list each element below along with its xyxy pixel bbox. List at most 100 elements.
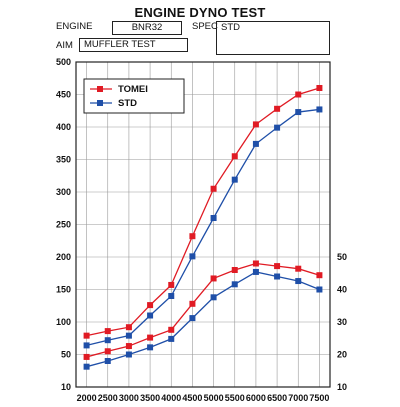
- engine-value-box: BNR32: [112, 21, 182, 35]
- data-point: [231, 281, 238, 288]
- data-point: [125, 324, 132, 331]
- data-point: [189, 315, 196, 322]
- data-point: [295, 109, 302, 116]
- x-tick-label: 3500: [140, 393, 160, 403]
- data-point: [168, 281, 175, 288]
- y-right-tick-label: 50: [337, 252, 347, 262]
- x-tick-label: 6000: [246, 393, 266, 403]
- y-left-tick-label: 10: [61, 382, 71, 392]
- aim-label: AIM: [56, 40, 73, 51]
- plot-frame: [75, 61, 331, 388]
- data-point: [210, 215, 217, 221]
- y-left-tick-label: 500: [56, 57, 71, 67]
- data-point: [274, 263, 281, 270]
- x-axis-ticks: 2000 2500 3000 3500 4000 4500 5000 5500 6000 6500…: [77, 393, 330, 403]
- data-point: [295, 265, 302, 272]
- data-point: [147, 302, 154, 309]
- series-line: [86, 108, 320, 347]
- y-left-tick-label: 350: [56, 155, 71, 165]
- right-axis-ticks: 50 40 30 20 10: [337, 252, 347, 392]
- series-group: [83, 85, 323, 370]
- series-tomei-upper: [83, 85, 323, 339]
- data-point: [83, 363, 90, 370]
- y-left-tick-label: 200: [56, 252, 71, 262]
- series-line: [86, 271, 320, 368]
- data-point: [274, 105, 281, 112]
- data-point: [168, 293, 175, 299]
- data-point: [231, 153, 238, 160]
- x-tick-label: 4000: [161, 393, 181, 403]
- y-right-tick-label: 10: [337, 382, 347, 392]
- y-left-tick-label: 250: [56, 220, 71, 230]
- legend-label-std: STD: [118, 98, 137, 109]
- y-right-tick-label: 30: [337, 317, 347, 327]
- data-point: [316, 106, 323, 113]
- y-left-tick-label: 150: [56, 285, 71, 295]
- data-point: [147, 334, 154, 341]
- y-right-tick-label: 20: [337, 350, 347, 360]
- series-std-upper: [83, 106, 323, 349]
- spec-value-box: STD: [216, 21, 330, 55]
- data-point: [125, 343, 132, 350]
- legend-marker-std: [97, 100, 103, 106]
- data-point: [295, 91, 302, 98]
- x-tick-label: 4500: [182, 393, 202, 403]
- x-tick-label: 3000: [119, 393, 139, 403]
- legend: TOMEI STD: [83, 78, 185, 114]
- data-point: [189, 253, 196, 260]
- data-point: [189, 233, 196, 240]
- data-point: [210, 185, 217, 192]
- grid-lines: [76, 61, 330, 388]
- series-line: [86, 262, 320, 358]
- data-point: [104, 358, 111, 364]
- x-tick-label: 7500: [309, 393, 329, 403]
- data-point: [83, 353, 90, 360]
- y-left-tick-label: 400: [56, 122, 71, 132]
- data-point: [168, 326, 175, 333]
- data-point: [83, 342, 90, 349]
- aim-value-box: MUFFLER TEST: [79, 38, 188, 52]
- spec-label: SPEC: [192, 21, 218, 32]
- data-point: [274, 124, 281, 131]
- engine-label: ENGINE: [56, 21, 93, 32]
- chart-title: ENGINE DYNO TEST: [134, 5, 266, 20]
- data-point: [83, 332, 90, 339]
- x-tick-label: 2500: [98, 393, 118, 403]
- data-point: [168, 335, 175, 342]
- x-tick-label: 7000: [288, 393, 308, 403]
- left-axis-ticks: 500 450 400 350 300 250 200 150 100 50 10: [56, 57, 71, 392]
- series-line: [86, 87, 320, 337]
- data-point: [210, 294, 217, 301]
- data-point: [189, 300, 196, 307]
- data-point: [210, 275, 217, 282]
- x-tick-label: 5000: [204, 393, 224, 403]
- data-point: [125, 351, 132, 358]
- data-point: [316, 272, 323, 279]
- y-left-tick-label: 300: [56, 187, 71, 197]
- plot-border: [75, 61, 331, 388]
- y-left-tick-label: 50: [61, 350, 71, 360]
- data-point: [147, 312, 154, 319]
- legend-box: [83, 78, 185, 114]
- legend-marker-tomei: [97, 86, 103, 92]
- data-point: [252, 121, 259, 128]
- data-point: [231, 176, 238, 183]
- data-point: [252, 268, 259, 275]
- data-point: [316, 286, 323, 293]
- y-left-tick-label: 450: [56, 90, 71, 100]
- data-point: [125, 332, 132, 339]
- data-point: [252, 260, 259, 267]
- series-tomei-lower: [83, 260, 323, 360]
- x-tick-label: 6500: [267, 393, 287, 403]
- x-tick-label: 2000: [77, 393, 97, 403]
- data-point: [274, 273, 281, 280]
- series-std-lower: [83, 268, 323, 370]
- data-point: [104, 328, 111, 335]
- data-point: [316, 85, 323, 91]
- data-point: [104, 337, 111, 344]
- x-tick-label: 5500: [225, 393, 245, 403]
- data-point: [295, 278, 302, 285]
- y-right-tick-label: 40: [337, 285, 347, 295]
- y-left-tick-label: 100: [56, 317, 71, 327]
